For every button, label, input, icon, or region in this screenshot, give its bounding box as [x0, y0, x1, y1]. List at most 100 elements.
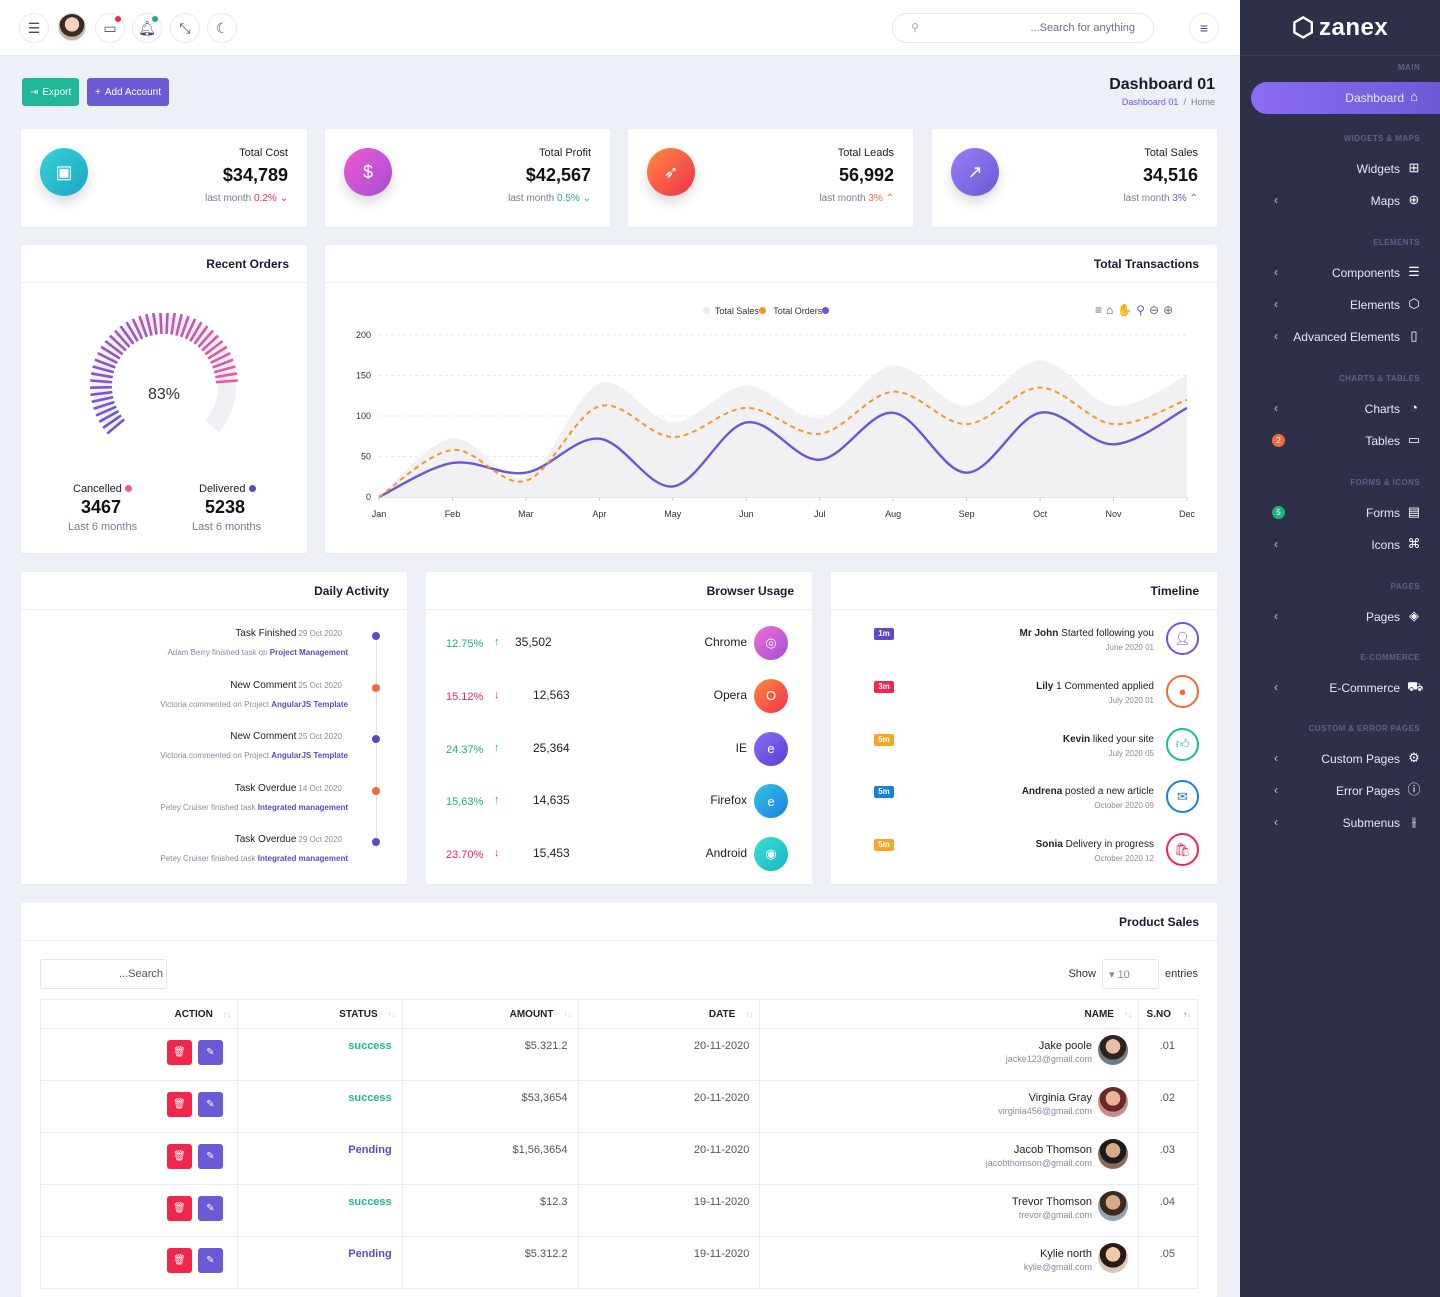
browser-usage-card: Browser Usage 12.75% ↑ 35,502 Chrome ◎ 15.12%…: [426, 572, 812, 884]
sidebar-item-forms[interactable]: 5 Forms ▤: [1240, 497, 1440, 529]
pencil-icon: ✎: [206, 1255, 215, 1266]
delete-button[interactable]: 🗑︎: [166, 1248, 192, 1273]
sidebar-label: Widgets: [1356, 162, 1400, 176]
column-header[interactable]: STATUS ↑↓: [236, 999, 403, 1029]
add-account-button[interactable]: + Add Account: [87, 78, 169, 106]
edit-button[interactable]: ✎: [197, 1248, 223, 1273]
timeline-user[interactable]: Lily: [1036, 680, 1054, 692]
timeline-action: posted a new article: [1065, 786, 1154, 798]
home-icon[interactable]: ⌂: [1106, 303, 1118, 317]
sidebar-item-tables[interactable]: 2 Tables ▭: [1240, 425, 1440, 457]
delete-button[interactable]: 🗑︎: [166, 1092, 192, 1117]
gauge-tick: [184, 318, 197, 340]
timeline-user[interactable]: Kevin: [1062, 733, 1091, 745]
sidebar-item-widgets[interactable]: Widgets ⊞: [1240, 153, 1440, 185]
activity-title: New Comment 25 Oct 2020: [230, 680, 342, 691]
activity-link[interactable]: Integrated management: [257, 854, 348, 863]
sidebar-item-elements[interactable]: ‹ Elements ⬡: [1240, 289, 1440, 321]
sidebar-item-pages[interactable]: ‹ Pages ◈: [1240, 601, 1440, 633]
amount-cell: $1,56,3654: [401, 1132, 579, 1185]
gauge-tick: [165, 313, 169, 335]
breadcrumb-link[interactable]: Dashboard 01: [1121, 97, 1179, 107]
sidebar-item-components[interactable]: ‹ Components ☰: [1240, 257, 1440, 289]
card-title: Browser Usage: [706, 584, 794, 598]
zoom-icon[interactable]: ⚲: [1136, 303, 1150, 317]
activity-link[interactable]: AngularJS Template: [271, 699, 348, 709]
mail-icon: ✉: [1166, 780, 1199, 814]
moon-icon[interactable]: ☾: [207, 13, 237, 43]
column-header-label: STATUS: [339, 1008, 378, 1020]
sidebar-item-submenus[interactable]: ‹ Submenus ⫲: [1240, 807, 1440, 839]
delete-button[interactable]: 🗑︎: [166, 1040, 192, 1065]
edit-button[interactable]: ✎: [197, 1144, 223, 1169]
column-header[interactable]: ACTION ↑↓: [40, 999, 238, 1029]
sidebar-item-dashboard[interactable]: Dashboard ⌂: [1251, 82, 1440, 114]
edit-button[interactable]: ✎: [197, 1092, 223, 1117]
legend-sales[interactable]: Total Sales: [714, 306, 759, 316]
activity-link[interactable]: Integrated management: [257, 802, 348, 812]
search-icon: ⚲: [911, 22, 920, 34]
arrow-down-icon: ↓: [494, 847, 500, 860]
sidebar-item-maps[interactable]: ‹ Maps ⊕: [1240, 185, 1440, 217]
search-input[interactable]: ⚲ ...Search for anything: [892, 13, 1154, 43]
customer-name: Trevor Thomson: [1011, 1196, 1092, 1208]
card-title: Product Sales: [1118, 915, 1199, 929]
sidebar-item-error-pages[interactable]: ‹ Error Pages ⓘ: [1240, 775, 1440, 807]
customer-name: Virginia Gray: [1028, 1092, 1092, 1104]
table-search-input[interactable]: ...Search: [40, 959, 167, 989]
menu-icon[interactable]: ≡: [1095, 303, 1107, 317]
activity-link[interactable]: Project Management: [269, 648, 348, 657]
top-bar: ☰ ▭ 🔔︎ ⤡ ☾ ⚲ ...Search for anything ≡: [0, 0, 1240, 56]
status-cell: success: [236, 1184, 403, 1237]
bell-icon[interactable]: 🔔︎: [132, 13, 162, 43]
user-avatar[interactable]: [58, 13, 86, 41]
brand-logo[interactable]: ⬡ zanex: [1240, 0, 1440, 56]
entries-select[interactable]: ▾ 10: [1101, 959, 1159, 989]
activity-desc-text: Victoria commented on Project: [160, 699, 269, 709]
menu-toggle-icon[interactable]: ☰: [19, 13, 49, 43]
activity-dot: [372, 838, 380, 846]
edit-button[interactable]: ✎: [197, 1196, 223, 1221]
timeline-user[interactable]: Andrena: [1021, 786, 1063, 798]
zoom-in-icon[interactable]: ⊕: [1163, 303, 1178, 317]
divider: [21, 282, 307, 283]
timeline-user[interactable]: Sonia: [1035, 839, 1063, 851]
gauge-tick: [213, 365, 236, 374]
sidebar-item-advanced-elements[interactable]: ‹ Advanced Elements ▯: [1240, 321, 1440, 353]
sidebar-item-ecommerce[interactable]: ‹ E-Commerce ⛟: [1240, 672, 1440, 704]
sidebar-item-icons[interactable]: ‹ Icons ⌘: [1240, 529, 1440, 561]
badge: 5: [1272, 506, 1285, 519]
legend-orders[interactable]: Total Orders: [773, 306, 823, 316]
stat-title: Total Sales: [1144, 147, 1198, 159]
delete-button[interactable]: 🗑︎: [166, 1196, 192, 1221]
chevron-left-icon: ‹: [1274, 329, 1278, 343]
delivered-sub: Last 6 months: [192, 521, 262, 533]
x-tick-label: Jun: [739, 509, 754, 519]
column-header[interactable]: AMOUNT ↑↓: [401, 999, 579, 1029]
column-header[interactable]: S.NO ↑↓: [1137, 999, 1199, 1029]
edit-button[interactable]: ✎: [197, 1040, 223, 1065]
zoom-out-icon[interactable]: ⊖: [1149, 303, 1164, 317]
timeline-date: October 2020 09: [1094, 801, 1154, 811]
column-header[interactable]: DATE ↑↓: [577, 999, 761, 1029]
sidebar-label: Advanced Elements: [1293, 330, 1400, 344]
sno-cell: .01: [1137, 1028, 1199, 1081]
chevron-down-circle-icon: ⌄: [582, 193, 591, 204]
fullscreen-exit-icon[interactable]: ⤡: [170, 13, 200, 43]
gauge-tick: [145, 313, 153, 336]
activity-link[interactable]: AngularJS Template: [271, 751, 348, 760]
column-header-label: S.NO: [1146, 1008, 1171, 1020]
chat-icon[interactable]: ▭: [95, 13, 125, 43]
delete-button[interactable]: 🗑︎: [166, 1144, 192, 1169]
right-menu-icon[interactable]: ≡: [1189, 13, 1219, 43]
chart-legend: Total Sales Total Orders: [703, 306, 830, 316]
sidebar-item-custom-pages[interactable]: ‹ Custom Pages ⚙: [1240, 743, 1440, 775]
action-cell: 🗑︎ ✎: [40, 1028, 238, 1081]
pan-icon[interactable]: ✋: [1117, 303, 1137, 317]
sidebar-item-charts[interactable]: ‹ Charts ◔: [1240, 393, 1440, 425]
column-header[interactable]: NAME ↑↓: [759, 999, 1139, 1029]
column-header-label: NAME: [1084, 1008, 1114, 1020]
recent-orders-card: Recent Orders 83% Cancelled 3467 Last 6 …: [21, 245, 307, 553]
export-button[interactable]: ⇥ Export: [22, 78, 80, 106]
timeline-user[interactable]: Mr John: [1019, 628, 1059, 639]
